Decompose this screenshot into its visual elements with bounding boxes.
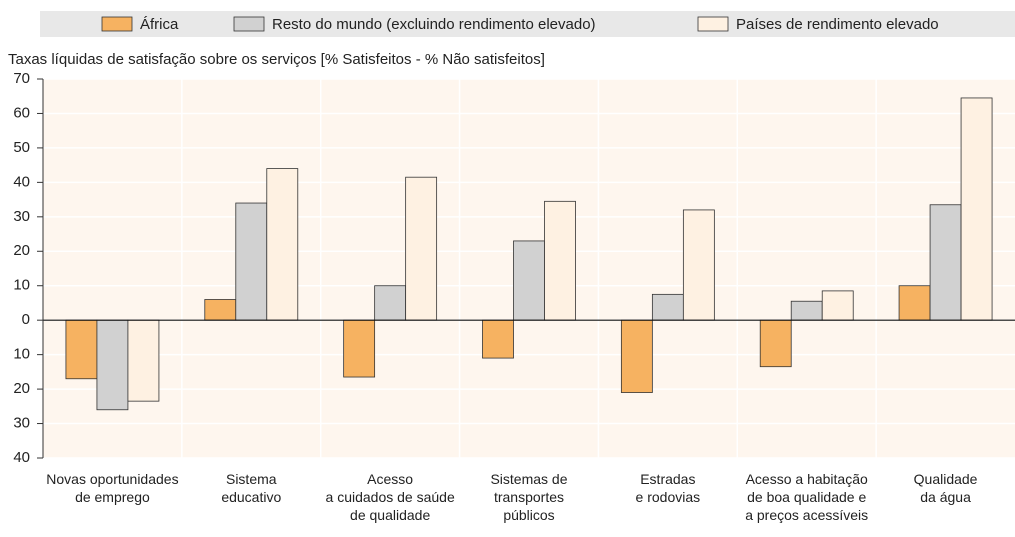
x-tick-label: Qualidade da água <box>913 471 978 505</box>
bar <box>374 285 407 321</box>
y-tick-label: 50 <box>13 139 30 156</box>
x-tick-label: Acesso a habitação de boa qualidade e a … <box>745 471 869 523</box>
bar <box>620 319 653 393</box>
y-tick-label: 30 <box>13 415 30 432</box>
x-tick-label: Sistema educativo <box>221 471 282 505</box>
legend-swatch <box>233 16 265 32</box>
bar <box>513 240 545 321</box>
bar <box>65 319 98 380</box>
y-tick-label: 70 <box>13 70 30 87</box>
legend-band <box>40 11 1015 37</box>
bar <box>929 204 962 321</box>
legend-label: África <box>140 16 179 33</box>
y-tick-label: 10 <box>13 346 30 363</box>
y-tick-label: 10 <box>13 277 30 294</box>
y-tick-label: 20 <box>13 242 30 259</box>
legend-label: Resto do mundo (excluindo rendimento ele… <box>272 16 596 33</box>
legend-swatch <box>697 16 729 32</box>
bar <box>898 285 931 321</box>
x-tick-label: Sistemas de transportes públicos <box>490 471 568 523</box>
bar <box>482 319 514 359</box>
bar <box>127 319 160 402</box>
bar <box>544 200 576 321</box>
legend-swatch <box>101 16 133 32</box>
bar <box>682 209 715 321</box>
bar <box>235 202 268 321</box>
x-tick-label: Estradas e rodovias <box>635 471 701 505</box>
y-tick-label: 40 <box>13 173 30 190</box>
bar <box>204 299 237 321</box>
legend-label: Países de rendimento elevado <box>736 16 939 33</box>
bar <box>343 319 376 378</box>
y-tick-label: 30 <box>13 208 30 225</box>
x-tick-label: Novas oportunidades de emprego <box>46 471 179 505</box>
bar <box>405 176 438 321</box>
y-tick-label: 0 <box>22 311 30 328</box>
bar <box>96 319 129 411</box>
bar <box>266 168 299 321</box>
y-tick-label: 40 <box>13 449 30 466</box>
bar <box>651 293 684 321</box>
x-tick-label: Acesso a cuidados de saúde de qualidade <box>325 471 455 523</box>
bar <box>759 319 792 368</box>
chart-subtitle: Taxas líquidas de satisfação sobre os se… <box>8 51 545 68</box>
bar <box>821 290 854 321</box>
bar <box>960 97 993 321</box>
bar <box>790 300 823 321</box>
y-tick-label: 20 <box>13 380 30 397</box>
y-tick-label: 60 <box>13 104 30 121</box>
